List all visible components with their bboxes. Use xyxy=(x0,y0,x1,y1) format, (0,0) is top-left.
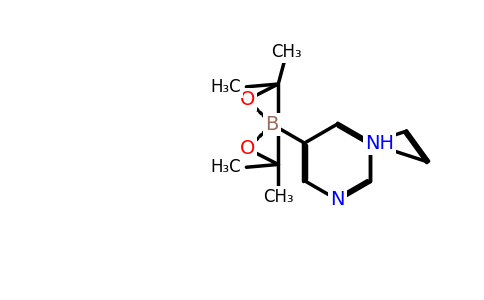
Text: N: N xyxy=(330,190,344,209)
Text: CH₃: CH₃ xyxy=(263,188,294,206)
Text: CH₃: CH₃ xyxy=(271,43,302,61)
Text: H₃C: H₃C xyxy=(211,78,242,96)
Text: B: B xyxy=(265,115,279,134)
Text: NH: NH xyxy=(365,134,394,153)
Text: O: O xyxy=(240,90,255,109)
Text: H₃C: H₃C xyxy=(211,158,242,176)
Text: O: O xyxy=(240,139,255,158)
